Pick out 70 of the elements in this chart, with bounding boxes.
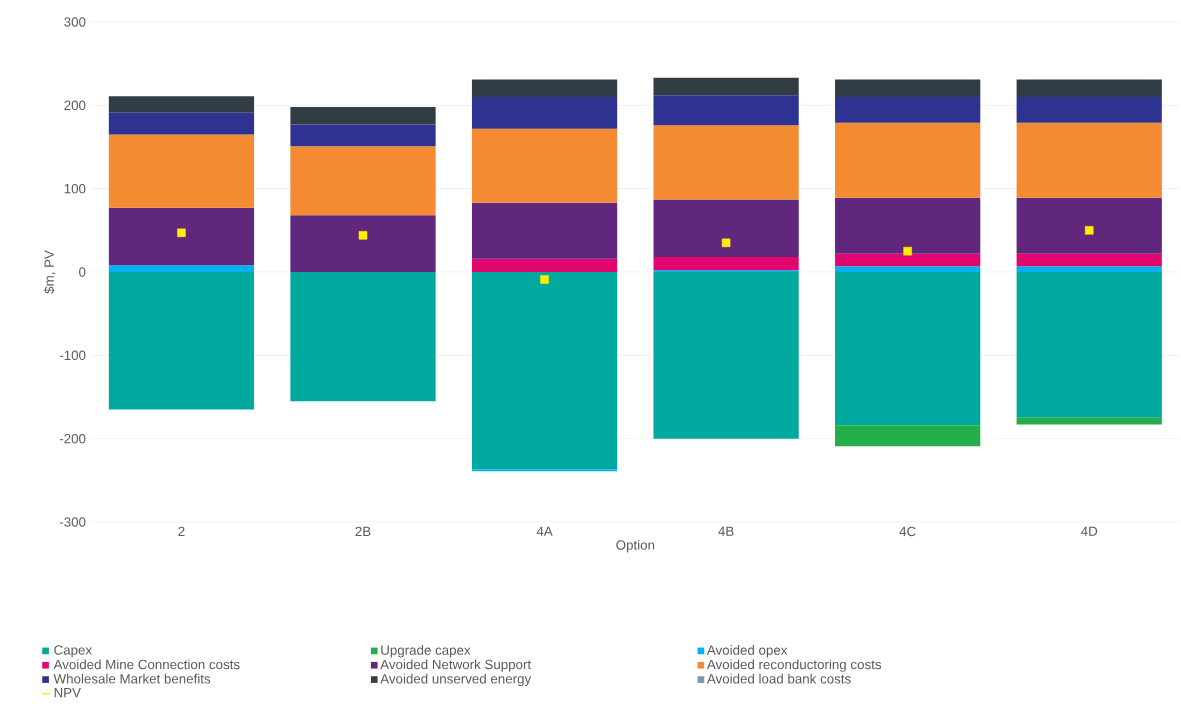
bar xyxy=(471,79,618,97)
y-tick-label: -300 xyxy=(59,517,86,527)
y-tick-label: -100 xyxy=(59,350,86,361)
bar xyxy=(108,207,255,266)
bar xyxy=(835,96,981,123)
y-tick-label: 300 xyxy=(64,17,86,27)
bar xyxy=(835,425,981,447)
bar xyxy=(653,271,799,439)
bar xyxy=(290,215,436,272)
bar xyxy=(1016,253,1162,267)
bar xyxy=(835,271,981,426)
point xyxy=(177,228,186,238)
bar xyxy=(290,124,436,147)
bar xyxy=(108,96,255,113)
bar xyxy=(653,199,799,257)
x-axis-title: Option xyxy=(616,539,655,553)
bar xyxy=(1016,96,1162,123)
bar xyxy=(835,253,981,267)
bar xyxy=(1016,266,1162,272)
bar xyxy=(835,122,981,198)
x-tick-label: 2B xyxy=(355,526,371,537)
bar xyxy=(835,266,981,272)
legend-label: Avoided Mine Connection costs xyxy=(53,659,240,670)
x-tick-label: 4D xyxy=(1081,526,1098,536)
legend-label: Avoided Network Support xyxy=(380,659,532,672)
legend-label: NPV xyxy=(54,688,81,698)
x-tick-label: 4A xyxy=(536,526,553,536)
x-tick-label: 4C xyxy=(899,526,916,537)
bar xyxy=(1016,79,1162,97)
bar xyxy=(471,202,618,259)
legend-label: Avoided load bank costs xyxy=(706,673,851,684)
bar xyxy=(471,258,618,272)
bar xyxy=(653,256,799,271)
y-tick-label: 100 xyxy=(64,183,86,194)
bar xyxy=(1016,122,1162,198)
bar xyxy=(108,112,255,135)
x-tick-label: 2 xyxy=(178,526,185,537)
bar xyxy=(108,271,255,410)
bar xyxy=(290,146,436,216)
x-tick-label: 4B xyxy=(718,526,734,536)
bar xyxy=(835,197,981,254)
y-tick-label: -200 xyxy=(59,433,86,444)
legend-label: Capex xyxy=(54,645,92,658)
legend-label: Avoided reconductoring costs xyxy=(706,659,882,672)
bar xyxy=(290,271,436,402)
bar xyxy=(471,96,618,129)
bar xyxy=(471,128,618,203)
point xyxy=(721,238,731,248)
bar xyxy=(1016,197,1162,254)
point xyxy=(903,246,912,256)
point xyxy=(358,231,368,240)
point xyxy=(1084,226,1094,235)
bar xyxy=(108,265,255,272)
legend-label: Upgrade capex xyxy=(381,645,471,658)
bar xyxy=(290,106,436,125)
bar xyxy=(653,125,799,200)
legend-label: Wholesale Market benefits xyxy=(53,673,211,684)
bar xyxy=(108,134,255,208)
legend-label: Avoided unserved energy xyxy=(380,673,532,687)
bar xyxy=(835,79,981,97)
bar xyxy=(653,95,799,126)
y-tick-label: 0 xyxy=(79,267,86,277)
bar xyxy=(653,77,799,96)
bar xyxy=(471,271,618,470)
y-axis-title: $m, PV xyxy=(43,250,56,294)
bar xyxy=(1016,271,1162,418)
y-tick-label: 200 xyxy=(64,100,86,111)
bar xyxy=(1016,417,1162,425)
point xyxy=(540,275,549,284)
legend-label: Avoided opex xyxy=(706,645,788,658)
